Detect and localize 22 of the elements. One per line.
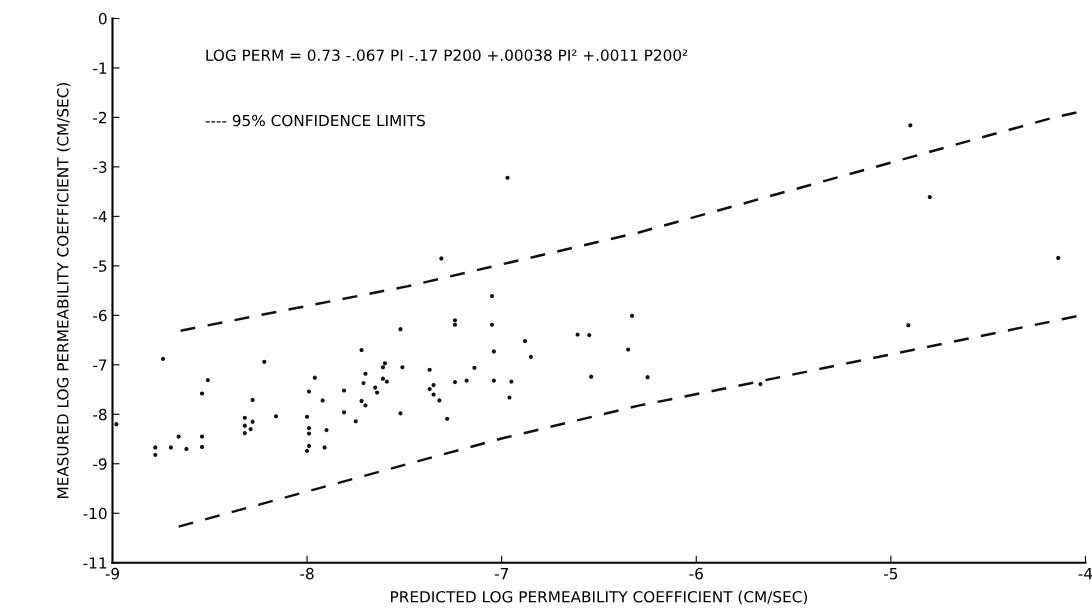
y-axis-title: MEASURED LOG PERMEABILITY COEFFICIENT (CM/SEC) bbox=[56, 82, 71, 499]
y-tick-label: -7 bbox=[93, 359, 107, 371]
annotation: ---- 95% CONFIDENCE LIMITS bbox=[205, 114, 425, 127]
x-tick-label: -5 bbox=[883, 568, 898, 580]
x-axis-title: PREDICTED LOG PERMEABILITY COEFFICIENT (CM/SEC) bbox=[391, 590, 808, 605]
x-tick-label: -9 bbox=[105, 567, 120, 580]
x-tick-label: -4 bbox=[1078, 568, 1092, 580]
y-tick-label: -2 bbox=[93, 111, 107, 124]
y-tick-label: -4 bbox=[93, 211, 107, 223]
x-tick-label: -8 bbox=[300, 567, 314, 580]
y-tick-label: -9 bbox=[93, 458, 107, 470]
y-tick-label: 0 bbox=[98, 12, 107, 25]
y-tick-label: -11 bbox=[83, 557, 107, 569]
y-tick-label: -8 bbox=[93, 408, 107, 421]
annotation: LOG PERM = 0.73 -.067 PI -.17 P200 +.00038 PI² +.0011 P200² bbox=[206, 49, 688, 61]
y-tick-label: -10 bbox=[83, 507, 107, 520]
x-tick-label: -7 bbox=[494, 568, 508, 580]
y-tick-label: -3 bbox=[93, 161, 107, 173]
x-tick-label: -6 bbox=[689, 567, 703, 580]
y-tick-label: -6 bbox=[93, 309, 107, 322]
y-tick-label: -5 bbox=[93, 260, 107, 272]
y-tick-label: -1 bbox=[93, 62, 107, 74]
